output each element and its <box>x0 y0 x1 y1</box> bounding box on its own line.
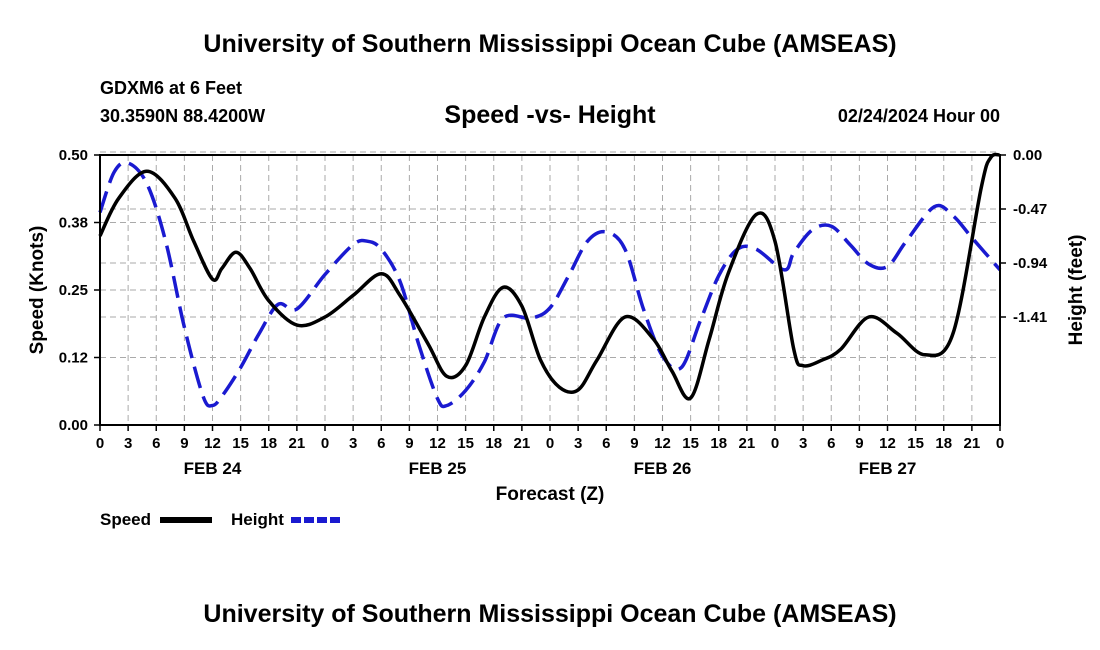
x-tick-label: 6 <box>827 435 835 452</box>
x-tick-label: 3 <box>799 435 807 452</box>
y2-tick-label: 0.00 <box>1013 147 1042 164</box>
footer-title: University of Southern Mississippi Ocean… <box>203 600 897 628</box>
day-label: FEB 27 <box>859 459 917 478</box>
x-tick-label: 0 <box>546 435 554 452</box>
y-tick-label: 0.00 <box>59 417 88 434</box>
x-tick-label: 9 <box>405 435 413 452</box>
y2-tick-label: -0.47 <box>1013 201 1047 218</box>
grid <box>100 151 1000 425</box>
chart-title: Speed -vs- Height <box>444 101 656 129</box>
legend-height-label: Height <box>231 510 284 529</box>
x-tick-label: 15 <box>907 435 924 452</box>
y-tick-label: 0.12 <box>59 350 88 367</box>
x-tick-label: 21 <box>739 435 756 452</box>
x-tick-label: 21 <box>964 435 981 452</box>
x-tick-label: 0 <box>996 435 1004 452</box>
series-layer <box>98 152 1002 409</box>
x-axis-title: Forecast (Z) <box>496 484 605 505</box>
x-tick-label: 18 <box>485 435 502 452</box>
height-series-line <box>98 160 1002 409</box>
coordinates-label: 30.3590N 88.4200W <box>100 106 266 126</box>
y-axis-title: Speed (Knots) <box>27 226 48 355</box>
x-tick-label: 6 <box>152 435 160 452</box>
y2-tick-label: -0.94 <box>1013 255 1048 272</box>
x-tick-label: 0 <box>321 435 329 452</box>
day-label: FEB 24 <box>184 459 242 478</box>
x-tick-label: 9 <box>630 435 638 452</box>
x-tick-label: 18 <box>260 435 277 452</box>
x-tick-label: 3 <box>349 435 357 452</box>
x-tick-label: 21 <box>514 435 531 452</box>
y-tick-label: 0.25 <box>59 282 88 299</box>
x-tick-label: 9 <box>855 435 863 452</box>
forecast-datetime: 02/24/2024 Hour 00 <box>837 106 1000 126</box>
x-tick-label: 6 <box>377 435 385 452</box>
legend: Speed Height <box>100 510 343 529</box>
x-tick-label: 9 <box>180 435 188 452</box>
y-tick-label: 0.38 <box>59 215 88 232</box>
x-tick-label: 3 <box>124 435 132 452</box>
x-tick-label: 12 <box>204 435 221 452</box>
x-tick-label: 12 <box>429 435 446 452</box>
day-label: FEB 25 <box>409 459 467 478</box>
x-tick-label: 18 <box>935 435 952 452</box>
x-tick-label: 0 <box>771 435 779 452</box>
speed-series-line <box>98 152 1001 401</box>
y2-tick-label: -1.41 <box>1013 309 1047 326</box>
legend-speed-label: Speed <box>100 510 151 529</box>
x-tick-label: 12 <box>654 435 671 452</box>
x-tick-label: 12 <box>879 435 896 452</box>
y2-axis-title: Height (feet) <box>1066 235 1087 346</box>
y-tick-label: 0.50 <box>59 147 88 164</box>
x-tick-label: 0 <box>96 435 104 452</box>
station-label: GDXM6 at 6 Feet <box>100 78 243 98</box>
axis-ticks: 0 3 6 9 12 15 18 21 0 3 6 9 12 15 18 21 0 3 6 9 12 15 18 21 0 3 6 9… <box>59 147 1048 478</box>
x-tick-label: 21 <box>289 435 306 452</box>
x-tick-label: 6 <box>602 435 610 452</box>
x-tick-label: 15 <box>457 435 474 452</box>
main-title: University of Southern Mississippi Ocean… <box>203 30 897 58</box>
day-label: FEB 26 <box>634 459 692 478</box>
x-tick-label: 18 <box>710 435 727 452</box>
x-tick-label: 15 <box>682 435 699 452</box>
x-tick-label: 3 <box>574 435 582 452</box>
x-tick-label: 15 <box>232 435 249 452</box>
